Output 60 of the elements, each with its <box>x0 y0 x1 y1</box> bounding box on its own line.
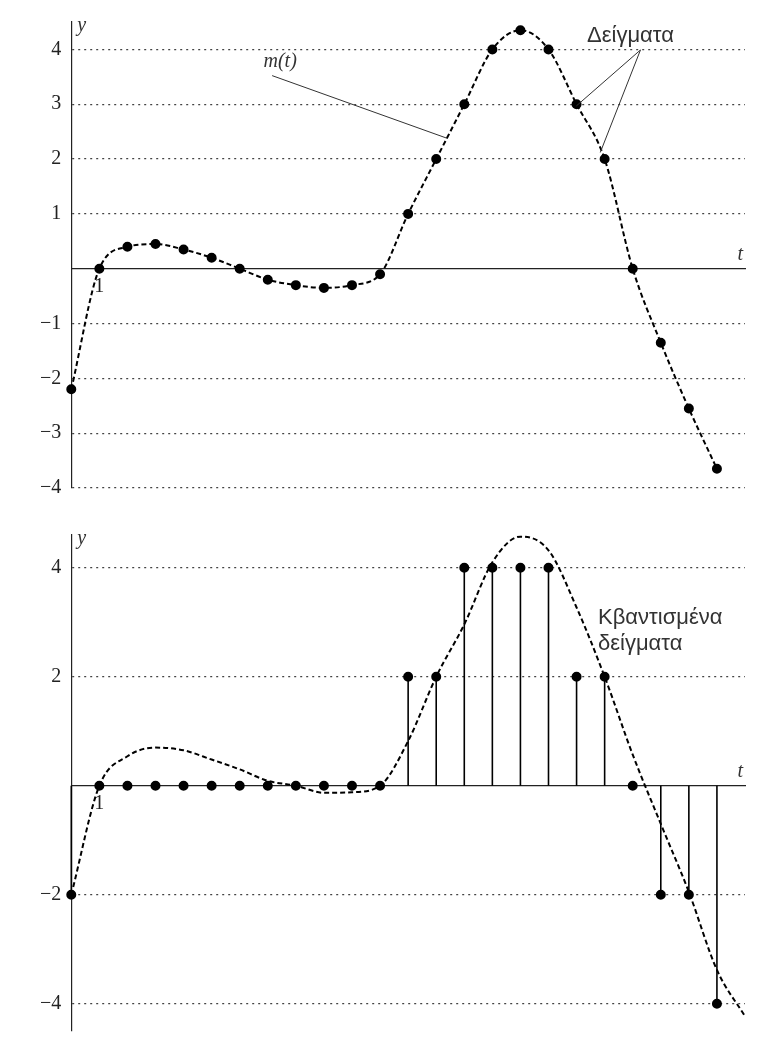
y-tick-label: 1 <box>51 201 62 224</box>
point <box>711 463 722 474</box>
point <box>627 780 638 791</box>
point <box>655 889 666 900</box>
point <box>66 384 77 395</box>
point <box>375 269 386 280</box>
point <box>262 274 273 285</box>
point <box>94 263 105 274</box>
y-tick-label: −1 <box>40 310 62 333</box>
annotation: Δείγματα <box>587 22 675 48</box>
point <box>347 780 357 791</box>
point <box>290 280 301 291</box>
point <box>234 780 245 791</box>
y-tick-label: 3 <box>51 91 62 114</box>
y-tick-label: 4 <box>51 36 62 59</box>
y-tick-label: −3 <box>40 420 62 443</box>
y-tick-label: −4 <box>40 991 62 1013</box>
point <box>375 780 386 791</box>
point <box>262 780 273 791</box>
point <box>627 263 638 274</box>
point <box>318 780 329 791</box>
point <box>347 280 357 291</box>
point <box>234 263 245 274</box>
point <box>403 208 414 219</box>
point <box>711 998 722 1009</box>
point <box>122 780 133 791</box>
point <box>150 780 161 791</box>
point <box>178 780 189 791</box>
point <box>318 282 329 293</box>
point <box>543 562 554 573</box>
y-axis-title: y <box>75 526 87 550</box>
y-tick-label: 4 <box>51 554 62 577</box>
point <box>515 562 526 573</box>
point <box>290 780 301 791</box>
point <box>515 25 526 36</box>
point <box>655 337 666 348</box>
point <box>178 244 189 255</box>
x-axis-title: t <box>737 758 744 781</box>
point <box>683 403 694 414</box>
point <box>571 671 582 682</box>
point <box>403 671 414 682</box>
point <box>487 44 498 55</box>
point <box>206 252 217 263</box>
y-tick-label: 2 <box>51 663 62 686</box>
y-tick-label: −4 <box>40 475 62 498</box>
point <box>150 239 161 250</box>
annotation: Κβαντισμένα δείγματα <box>598 604 723 656</box>
point <box>122 241 133 252</box>
point <box>459 562 470 573</box>
y-tick-label: −2 <box>40 365 62 388</box>
point <box>431 154 442 165</box>
y-axis-title: y <box>75 13 87 37</box>
y-tick-label: 2 <box>51 146 62 169</box>
point <box>206 780 217 791</box>
point <box>543 44 554 55</box>
point <box>459 99 470 110</box>
annotation: m(t) <box>263 48 298 72</box>
y-tick-label: −2 <box>40 881 62 904</box>
x-axis-title: t <box>737 241 744 264</box>
point <box>599 154 610 165</box>
